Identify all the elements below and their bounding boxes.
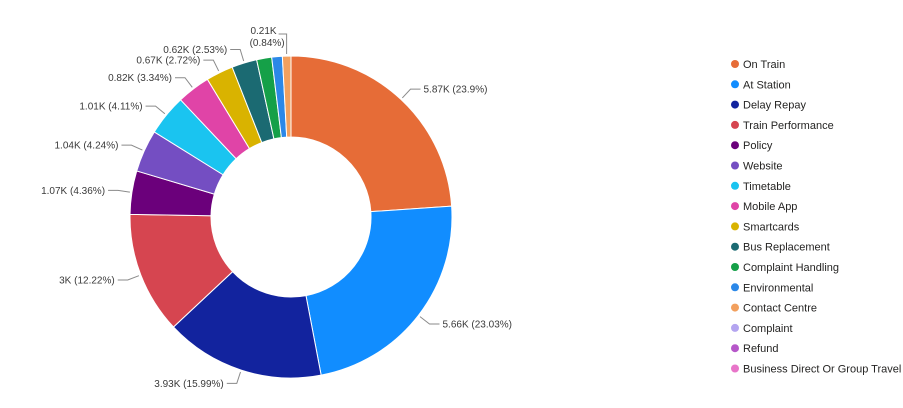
legend-marker — [731, 344, 739, 353]
legend-item[interactable]: Environmental — [731, 282, 813, 294]
data-label: 1.07K (4.36%) — [41, 186, 105, 197]
label-at-station: 5.66K (23.03%) — [419, 316, 513, 330]
legend-marker — [731, 283, 739, 292]
legend-label: Environmental — [743, 282, 813, 294]
data-label: 1.01K (4.11%) — [79, 102, 142, 113]
data-label: 5.87K (23.9%) — [424, 85, 488, 96]
legend: On Train At Station Delay Repay Train Perfo… — [731, 59, 901, 376]
legend-item[interactable]: Contact Centre — [731, 303, 817, 315]
legend-marker — [731, 100, 739, 109]
legend-item[interactable]: At Station — [731, 79, 791, 91]
legend-item[interactable]: Timetable — [731, 181, 791, 193]
legend-item[interactable]: Policy — [731, 140, 773, 152]
legend-marker — [731, 263, 739, 271]
legend-label: At Station — [743, 79, 791, 91]
legend-marker — [731, 141, 739, 150]
data-label: 0.21K — [250, 26, 276, 37]
legend-label: Mobile App — [743, 201, 797, 213]
data-label: 1.04K (4.24%) — [55, 141, 119, 152]
data-label: 0.62K (2.53%) — [163, 45, 227, 56]
legend-marker — [731, 202, 739, 211]
legend-item[interactable]: Train Performance — [731, 120, 834, 132]
data-label: 0.67K (2.72%) — [136, 56, 200, 67]
legend-label: Complaint Handling — [743, 262, 839, 274]
legend-label: Delay Repay — [743, 100, 806, 112]
legend-label: On Train — [743, 59, 785, 71]
legend-marker — [731, 303, 739, 312]
legend-label: Complaint — [743, 323, 793, 335]
legend-label: Train Performance — [743, 120, 834, 132]
slice-on-train[interactable] — [290, 55, 453, 213]
legend-marker — [731, 242, 739, 251]
legend-label: Website — [743, 161, 783, 173]
legend-item[interactable]: Delay Repay — [731, 100, 806, 112]
data-label: 5.66K (23.03%) — [443, 319, 513, 330]
legend-item[interactable]: On Train — [731, 59, 785, 71]
legend-item[interactable]: Business Direct Or Group Travel — [731, 364, 901, 376]
label-smartcards: 0.67K (2.72%) — [136, 56, 220, 72]
legend-label: Contact Centre — [743, 303, 817, 315]
donut-slices — [129, 55, 453, 379]
label-train-performance: 3K (12.22%) — [59, 275, 140, 286]
label-policy: 1.07K (4.36%) — [41, 186, 130, 197]
label-timetable: 1.01K (4.11%) — [79, 102, 166, 115]
legend-marker — [731, 222, 739, 231]
slice-delay-repay[interactable] — [172, 270, 322, 379]
legend-marker — [731, 161, 739, 170]
legend-label: Smartcards — [743, 221, 800, 233]
legend-label: Business Direct Or Group Travel — [743, 364, 901, 376]
legend-marker — [731, 120, 739, 129]
legend-item[interactable]: Website — [731, 161, 783, 173]
label-website: 1.04K (4.24%) — [55, 141, 143, 152]
data-label: 0.82K (3.34%) — [108, 73, 172, 84]
data-label: (0.84%) — [250, 38, 285, 49]
legend-marker — [731, 323, 739, 332]
label-bus-replacement: 0.62K (2.53%) — [163, 45, 245, 62]
legend-marker — [731, 181, 739, 190]
legend-marker — [731, 80, 739, 89]
label-mobile-app: 0.82K (3.34%) — [108, 73, 193, 88]
legend-label: Timetable — [743, 181, 791, 193]
legend-item[interactable]: Refund — [731, 343, 778, 355]
legend-marker — [731, 60, 739, 68]
legend-label: Policy — [743, 140, 773, 152]
legend-label: Bus Replacement — [743, 242, 830, 254]
label-delay-repay: 3.93K (15.99%) — [154, 371, 241, 390]
label-on-train: 5.87K (23.9%) — [401, 85, 488, 99]
legend-item[interactable]: Bus Replacement — [731, 242, 830, 254]
slice-contact-centre[interactable] — [281, 55, 292, 138]
legend-marker — [731, 364, 739, 373]
legend-item[interactable]: Mobile App — [731, 201, 797, 213]
legend-item[interactable]: Complaint Handling — [731, 262, 839, 274]
data-label: 3.93K (15.99%) — [154, 379, 224, 390]
legend-label: Refund — [743, 343, 778, 355]
data-label: 3K (12.22%) — [59, 275, 115, 286]
slice-at-station[interactable] — [305, 205, 453, 376]
legend-item[interactable]: Complaint — [731, 323, 793, 335]
label-contact-centre: 0.21K(0.84%) — [250, 26, 288, 55]
legend-item[interactable]: Smartcards — [731, 221, 800, 233]
